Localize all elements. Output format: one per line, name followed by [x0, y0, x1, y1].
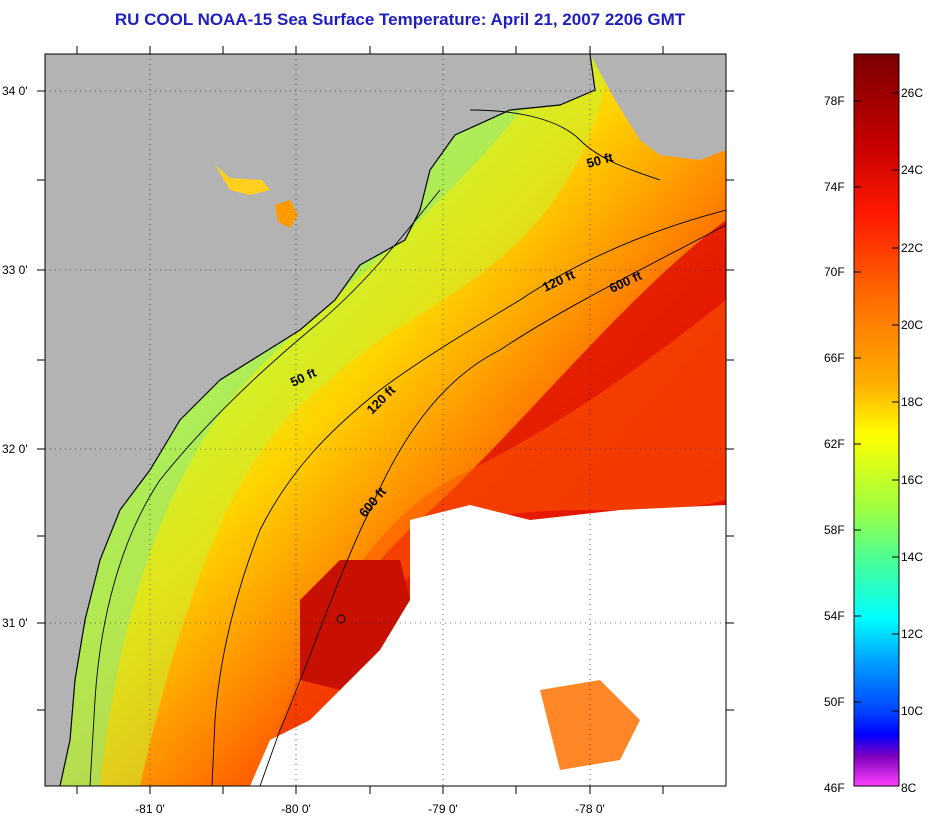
colorbar-label-c: 24C: [901, 163, 923, 177]
isobath-600ft: [259, 224, 726, 786]
lon-label-79: -79 0': [428, 802, 458, 816]
lon-label-78: -78 0': [575, 802, 605, 816]
isobath-50ft: [89, 189, 441, 786]
colorbar-label-c: 14C: [901, 550, 923, 564]
warm-band: [260, 300, 726, 786]
lon-label-80: -80 0': [281, 802, 311, 816]
colorbar-label-f: 70F: [824, 265, 845, 279]
map-title: RU COOL NOAA-15 Sea Surface Temperature:…: [114, 10, 686, 29]
lat-label-34: 34 0': [2, 84, 28, 98]
colorbar-label-f: 74F: [824, 180, 845, 194]
isobath-50ft-north: [469, 109, 661, 181]
colorbar-label-c: 22C: [901, 241, 923, 255]
inland-lake: [275, 200, 298, 228]
colorbar-label-c: 26C: [901, 86, 923, 100]
colorbar-label-f: 46F: [824, 781, 845, 795]
lat-label-31: 31 0': [2, 616, 28, 630]
map-ticks: [37, 46, 734, 794]
lon-label-81: -81 0': [135, 802, 165, 816]
coastline: [59, 54, 596, 786]
colorbar-label-f: 78F: [824, 94, 845, 108]
contour-label-50ft: 50 ft: [585, 149, 615, 171]
colorbar-ticks: [854, 92, 899, 712]
colorbar-label-c: 20C: [901, 318, 923, 332]
map-grid: [45, 54, 726, 786]
lat-label-33: 33 0': [2, 263, 28, 277]
colorbar-label-f: 50F: [824, 695, 845, 709]
colorbar-label-c: 16C: [901, 473, 923, 487]
land-ne: [590, 54, 726, 160]
colorbar-label-c: 8C: [901, 781, 917, 795]
colorbar-label-f: 54F: [824, 609, 845, 623]
colorbar-label-c: 18C: [901, 395, 923, 409]
colorbar-label-f: 66F: [824, 351, 845, 365]
inland-lake: [215, 165, 270, 195]
colorbar-label-f: 58F: [824, 523, 845, 537]
warm-core: [300, 560, 410, 690]
isobath-120ft: [211, 209, 726, 786]
colorbar-label-f: 62F: [824, 437, 845, 451]
lat-label-32: 32 0': [2, 442, 28, 456]
colorbar-label-c: 12C: [901, 627, 923, 641]
colorbar-label-c: 10C: [901, 704, 923, 718]
map-frame: [44, 53, 727, 787]
colorbar: [853, 53, 900, 787]
map-area: 50 ft 120 ft 600 ft 50 ft 120 ft 600 ft: [45, 54, 726, 786]
land: [45, 54, 595, 786]
